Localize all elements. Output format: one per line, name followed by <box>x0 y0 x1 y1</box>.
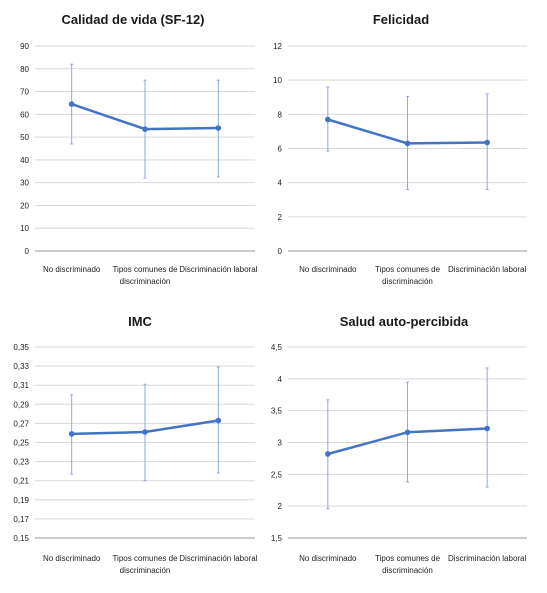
y-tick-label: 0,19 <box>13 496 29 505</box>
y-tick-label: 0,23 <box>13 458 29 467</box>
chart-panel-2: Felicidad 0 2 4 6 8 10 12 No discriminado Tipos c… <box>273 12 527 286</box>
y-tick-label: 0,21 <box>13 477 29 486</box>
x-category-label: Discriminación laboral <box>179 554 257 563</box>
y-tick-label: 0,35 <box>13 343 29 352</box>
y-tick-label: 2,5 <box>271 470 283 479</box>
x-category-label: Tipos comunes de discriminación <box>375 554 441 575</box>
x-category-label: Discriminación laboral <box>448 554 526 563</box>
data-point <box>215 417 222 424</box>
y-tick-label: 2 <box>278 213 283 222</box>
y-tick-label: 0,17 <box>13 515 29 524</box>
y-tick-label: 8 <box>278 110 283 119</box>
x-category-label: Discriminación laboral <box>179 265 257 274</box>
data-point <box>404 140 411 147</box>
x-category-label: Tipos comunes de discriminación <box>375 265 441 286</box>
y-tick-label: 60 <box>20 110 29 119</box>
y-tick-label: 50 <box>20 133 29 142</box>
data-point <box>68 431 75 437</box>
y-tick-label: 4 <box>278 179 283 188</box>
y-tick-label: 90 <box>20 42 29 51</box>
data-point <box>325 116 331 123</box>
chart-title: Salud auto-percibida <box>340 314 469 329</box>
y-tick-label: 20 <box>20 201 29 210</box>
y-tick-label: 40 <box>20 156 29 165</box>
data-point <box>142 429 148 435</box>
y-tick-label: 10 <box>20 224 29 233</box>
y-tick-label: 10 <box>273 76 282 85</box>
x-category-label: No discriminado <box>43 554 101 563</box>
chart-title: Felicidad <box>373 12 429 27</box>
y-tick-label: 4,5 <box>271 343 283 352</box>
data-point <box>68 101 75 107</box>
chart-title: Calidad de vida (SF-12) <box>61 12 204 27</box>
y-tick-label: 0,31 <box>13 381 29 390</box>
x-category-label: No discriminado <box>299 265 357 274</box>
y-tick-label: 0,25 <box>13 439 29 448</box>
y-tick-label: 4 <box>278 375 283 384</box>
y-tick-label: 30 <box>20 179 29 188</box>
data-point <box>484 425 490 432</box>
x-category-label: No discriminado <box>43 265 101 274</box>
data-point <box>484 139 490 146</box>
y-tick-label: 12 <box>273 42 282 51</box>
chart-panel-4: Salud auto-percibida 1,5 2 2,5 3 3,5 4 4,5 No di… <box>271 314 527 575</box>
y-tick-label: 0 <box>278 247 283 256</box>
y-tick-label: 70 <box>20 88 29 97</box>
chart-title: IMC <box>128 314 152 329</box>
y-tick-label: 0 <box>25 247 30 256</box>
y-tick-label: 1,5 <box>271 534 283 543</box>
chart-panel-1: Calidad de vida (SF-12) 0 10 20 30 40 50 60 70 80… <box>20 12 258 286</box>
y-tick-label: 3 <box>278 439 283 448</box>
y-tick-label: 6 <box>278 145 283 154</box>
y-tick-label: 0,15 <box>13 534 29 543</box>
y-tick-label: 80 <box>20 65 29 74</box>
x-category-label: Discriminación laboral <box>448 265 526 274</box>
x-category-label: Tipos comunes de discriminación <box>112 265 178 286</box>
data-point <box>325 451 331 457</box>
x-category-label: Tipos comunes de discriminación <box>112 554 178 575</box>
x-category-label: No discriminado <box>299 554 357 563</box>
data-point <box>215 125 222 131</box>
chart-panel-3: IMC 0,15 0,17 0,19 0,21 0,23 0,25 0,27 0,29 0,31 0… <box>13 314 257 575</box>
y-tick-label: 0,27 <box>13 419 29 428</box>
y-tick-label: 0,29 <box>13 400 29 409</box>
y-tick-label: 2 <box>278 502 283 511</box>
data-point <box>404 429 411 436</box>
y-tick-label: 3,5 <box>271 407 283 416</box>
y-tick-label: 0,33 <box>13 362 29 371</box>
data-point <box>142 126 148 132</box>
